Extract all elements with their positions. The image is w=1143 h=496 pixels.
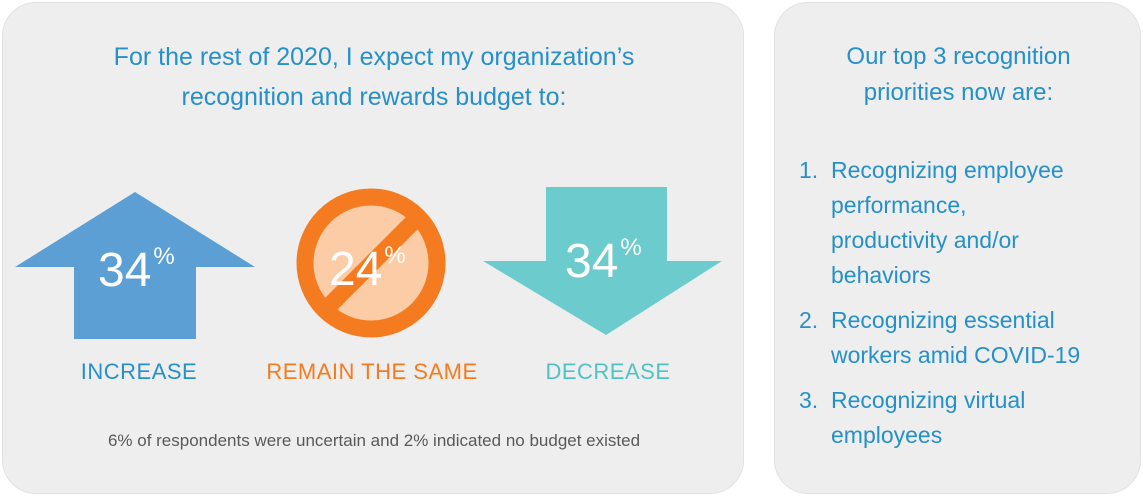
priorities-panel: Our top 3 recognition priorities now are… — [774, 2, 1141, 494]
decrease-arrow-icon — [483, 187, 722, 335]
list-number: 1. — [799, 157, 819, 183]
budget-graphics — [15, 187, 722, 339]
headline-line-2: recognition and rewards budget to: — [181, 83, 567, 111]
decrease-percent: 34% — [565, 234, 642, 288]
increase-percent: 34% — [98, 243, 175, 297]
priorities-title-line-1: Our top 3 recognition — [846, 43, 1071, 70]
priority-text: workers amid COVID-19 — [831, 342, 1081, 368]
priorities-title-line-2: priorities now are: — [863, 79, 1054, 106]
list-number: 2. — [799, 307, 819, 333]
no-change-slash — [318, 210, 425, 317]
priorities-title: Our top 3 recognition priorities now are… — [775, 39, 1142, 111]
list-item: 2. Recognizing essential workers amid CO… — [799, 303, 1134, 373]
priorities-list: 1. Recognizing employee performance, pro… — [799, 153, 1134, 463]
priority-text: Recognizing virtual — [831, 387, 1026, 413]
same-label: REMAIN THE SAME — [266, 359, 478, 384]
list-item: 1. Recognizing employee performance, pro… — [799, 153, 1134, 293]
priority-text: Recognizing essential — [831, 307, 1055, 333]
increase-label: INCREASE — [80, 359, 198, 384]
headline-line-1: For the rest of 2020, I expect my organi… — [113, 43, 635, 71]
list-item: 3. Recognizing virtual employees — [799, 383, 1134, 453]
same-percent: 24% — [329, 242, 406, 296]
footnote: 6% of respondents were uncertain and 2% … — [107, 431, 641, 450]
decrease-label: DECREASE — [545, 359, 671, 384]
list-number: 3. — [799, 387, 819, 413]
priority-text: productivity and/or — [831, 227, 1019, 253]
increase-arrow-icon — [15, 192, 255, 339]
budget-panel: For the rest of 2020, I expect my organi… — [2, 2, 744, 494]
priority-text: employees — [831, 422, 943, 448]
budget-headline: For the rest of 2020, I expect my organi… — [3, 37, 745, 117]
priority-text: performance, — [831, 192, 967, 218]
priority-text: Recognizing employee — [831, 157, 1064, 183]
priority-text: behaviors — [831, 262, 931, 288]
